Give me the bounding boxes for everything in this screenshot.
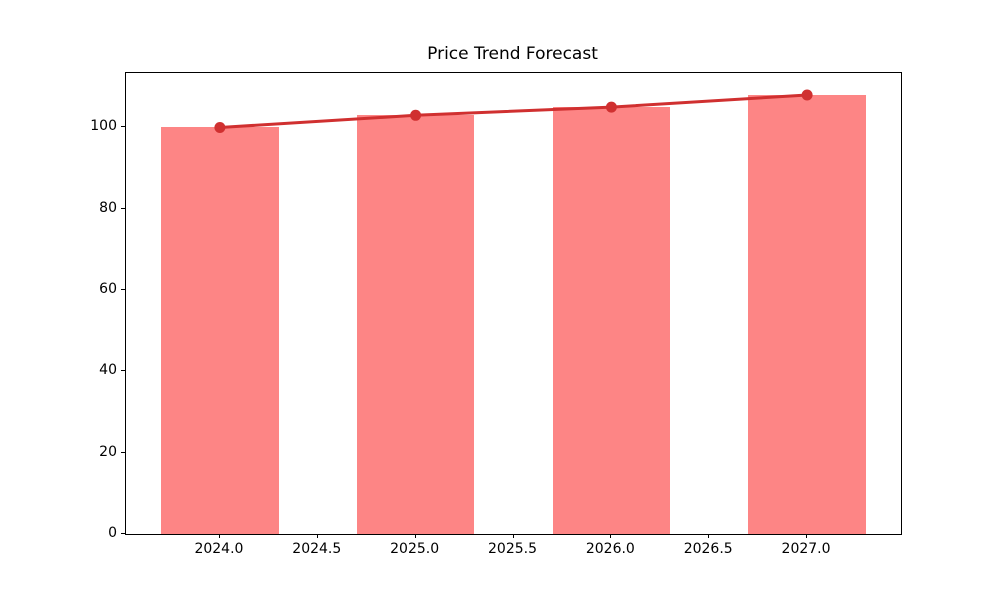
- x-tick-mark: [512, 534, 514, 538]
- x-tick-mark: [414, 534, 416, 538]
- bar-2024: [161, 127, 279, 534]
- y-tick-label: 20: [99, 443, 117, 460]
- x-tick-mark: [218, 534, 220, 538]
- x-tick-label: 2027.0: [781, 541, 831, 557]
- x-tick-mark: [610, 534, 612, 538]
- y-tick-label: 60: [99, 281, 117, 298]
- bar-2026: [552, 107, 671, 534]
- plot-area: [125, 72, 902, 535]
- y-tick-mark: [121, 533, 125, 534]
- y-tick-label: 40: [99, 362, 117, 379]
- x-tick-mark: [806, 534, 808, 538]
- y-tick-label: 0: [108, 525, 117, 541]
- x-tick-mark: [316, 534, 318, 538]
- bar-2025: [356, 115, 475, 534]
- bar-2027: [748, 94, 866, 534]
- y-tick-label: 80: [99, 199, 117, 216]
- x-tick-label: 2026.5: [683, 541, 733, 557]
- x-tick-label: 2025.0: [390, 541, 440, 557]
- x-tick-label: 2024.5: [292, 541, 342, 557]
- x-tick-label: 2026.0: [585, 541, 635, 557]
- x-tick-mark: [708, 534, 710, 538]
- y-tick-mark: [121, 126, 125, 128]
- y-tick-mark: [121, 370, 125, 372]
- trend-line: [218, 93, 809, 129]
- chart-title: Price Trend Forecast: [427, 44, 598, 64]
- y-tick-label: 100: [90, 118, 117, 135]
- y-tick-mark: [121, 207, 125, 209]
- x-tick-label: 2025.5: [488, 541, 537, 557]
- x-tick-label: 2024.0: [194, 541, 244, 557]
- y-tick-mark: [121, 451, 125, 453]
- y-tick-mark: [121, 289, 125, 291]
